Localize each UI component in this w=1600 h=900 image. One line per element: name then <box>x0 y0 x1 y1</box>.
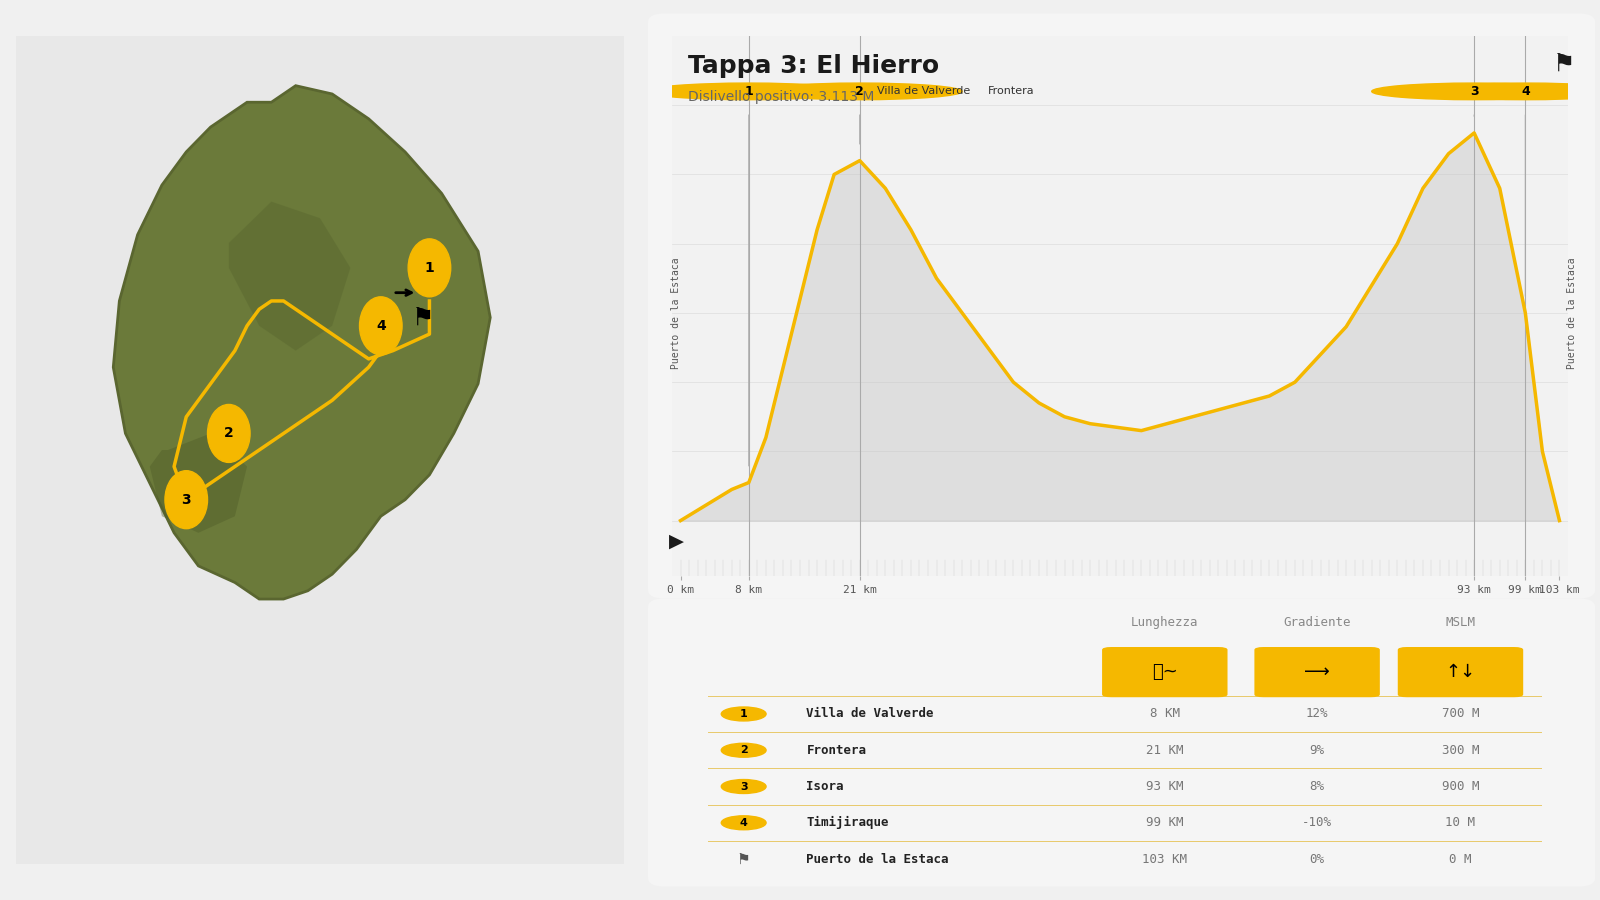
Text: 8%: 8% <box>1310 780 1325 793</box>
Text: 9%: 9% <box>1310 743 1325 757</box>
Text: MSLM: MSLM <box>1445 616 1475 629</box>
Text: ⟶: ⟶ <box>1304 663 1330 681</box>
Text: 2: 2 <box>856 85 864 98</box>
Text: 2: 2 <box>739 745 747 755</box>
Text: Frontera: Frontera <box>987 86 1034 96</box>
Text: 2: 2 <box>224 427 234 440</box>
Text: 10 M: 10 M <box>1445 816 1475 829</box>
Text: Villa de Valverde: Villa de Valverde <box>877 86 970 96</box>
Circle shape <box>722 743 766 757</box>
Circle shape <box>722 779 766 794</box>
Text: 21 KM: 21 KM <box>1146 743 1184 757</box>
Text: Lunghezza: Lunghezza <box>1131 616 1198 629</box>
FancyBboxPatch shape <box>1398 647 1523 698</box>
Text: 12%: 12% <box>1306 707 1328 721</box>
Text: 4: 4 <box>739 818 747 828</box>
FancyBboxPatch shape <box>1102 647 1227 698</box>
Circle shape <box>757 83 962 100</box>
Text: ⚑: ⚑ <box>1552 51 1574 76</box>
FancyBboxPatch shape <box>3 20 637 880</box>
Text: Dislivello positivo: 3.113 M: Dislivello positivo: 3.113 M <box>688 90 874 104</box>
Circle shape <box>1422 83 1600 100</box>
Text: 99 KM: 99 KM <box>1146 816 1184 829</box>
Text: Puerto de la Estaca: Puerto de la Estaca <box>1568 257 1578 369</box>
Text: Frontera: Frontera <box>806 743 867 757</box>
Text: Puerto de la Estaca: Puerto de la Estaca <box>806 852 949 866</box>
Circle shape <box>360 297 402 355</box>
Polygon shape <box>114 86 490 599</box>
Text: 93 KM: 93 KM <box>1146 780 1184 793</box>
Text: 700 M: 700 M <box>1442 707 1480 721</box>
Text: ⚑: ⚑ <box>738 851 750 867</box>
Text: 4: 4 <box>1522 85 1530 98</box>
Text: Isora: Isora <box>806 780 843 793</box>
Text: 103 KM: 103 KM <box>1142 852 1187 866</box>
Text: Gradiente: Gradiente <box>1283 616 1350 629</box>
Text: 3: 3 <box>1470 85 1478 98</box>
Text: 300 M: 300 M <box>1442 743 1480 757</box>
Text: Tappa 3: El Hierro: Tappa 3: El Hierro <box>688 54 939 78</box>
Text: ▶: ▶ <box>669 532 683 551</box>
Text: 4: 4 <box>376 319 386 333</box>
Circle shape <box>408 238 451 297</box>
Text: 900 M: 900 M <box>1442 780 1480 793</box>
Text: 1: 1 <box>424 261 434 274</box>
Text: 0%: 0% <box>1310 852 1325 866</box>
Text: ⚑: ⚑ <box>413 305 435 329</box>
Text: ↑↓: ↑↓ <box>1445 663 1475 681</box>
Text: 0 M: 0 M <box>1450 852 1472 866</box>
Text: Villa de Valverde: Villa de Valverde <box>806 707 934 721</box>
Text: 1: 1 <box>744 85 754 98</box>
Circle shape <box>208 404 250 463</box>
Text: Timijiraque: Timijiraque <box>806 816 890 829</box>
FancyBboxPatch shape <box>1254 647 1379 698</box>
Circle shape <box>165 471 208 528</box>
Polygon shape <box>229 202 350 351</box>
Text: 8 KM: 8 KM <box>1150 707 1179 721</box>
Polygon shape <box>150 434 246 533</box>
Circle shape <box>1371 83 1576 100</box>
Circle shape <box>646 83 851 100</box>
Text: -10%: -10% <box>1302 816 1333 829</box>
Text: 1: 1 <box>739 709 747 719</box>
Text: Puerto de la Estaca: Puerto de la Estaca <box>672 257 682 369</box>
Circle shape <box>722 815 766 830</box>
Text: ⌖~: ⌖~ <box>1152 663 1178 681</box>
Circle shape <box>722 707 766 721</box>
Text: 3: 3 <box>181 492 190 507</box>
Text: 3: 3 <box>739 781 747 791</box>
